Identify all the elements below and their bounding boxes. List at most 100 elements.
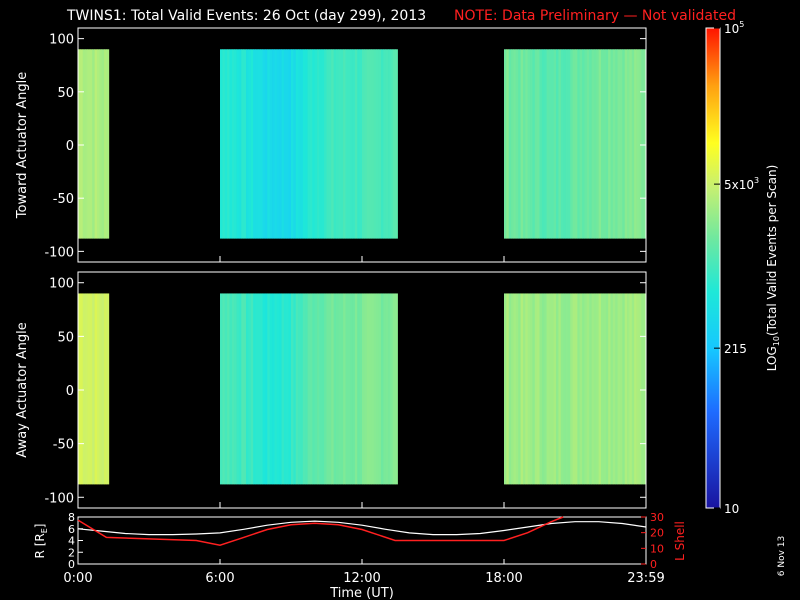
heatmap-cell	[520, 293, 524, 485]
heatmap-cell	[331, 293, 334, 485]
heatmap-cell	[395, 293, 398, 485]
heatmap-cell	[638, 293, 642, 485]
heatmap-cell	[220, 49, 223, 239]
heatmap-cell	[347, 49, 351, 239]
y2-tick-label: 20	[650, 527, 664, 540]
toward-y-axis: 100 50 0 -50 -100	[44, 33, 647, 262]
heatmap-cell	[224, 293, 228, 485]
heatmap-cell	[99, 49, 103, 239]
heatmap-cell	[227, 293, 230, 485]
heatmap-cell	[615, 293, 618, 485]
colorbar-tick-label: 215	[724, 342, 747, 356]
heatmap-cell	[104, 49, 107, 239]
heatmap-cell	[291, 293, 294, 485]
heatmap-cell	[541, 49, 545, 239]
heatmap-cell	[615, 49, 618, 239]
x-tick-label: 12:00	[343, 571, 380, 586]
heatmap-cell	[286, 49, 290, 239]
heatmap-cell	[506, 49, 510, 239]
heatmap-cell	[565, 293, 569, 485]
heatmap-cell	[274, 49, 278, 239]
heatmap-cell	[567, 293, 571, 485]
heatmap-cell	[577, 49, 581, 239]
heatmap-cell	[359, 49, 363, 239]
away-y-axis: 100 50 0 -50 -100	[44, 277, 647, 508]
heatmap-cell	[575, 293, 578, 485]
heatmap-cell	[300, 293, 304, 485]
heatmap-cell	[276, 293, 280, 485]
heatmap-cell	[520, 49, 524, 239]
heatmap-cell	[634, 293, 637, 485]
heatmap-cell	[506, 293, 510, 485]
orbit-y-axis-label: R [RE]	[33, 524, 49, 559]
heatmap-cell	[591, 293, 595, 485]
heatmap-cell	[345, 49, 349, 239]
heatmap-cell	[302, 49, 306, 239]
heatmap-cell	[504, 49, 507, 239]
heatmap-cell	[283, 49, 287, 239]
colorbar-label-main: LOG	[765, 346, 779, 371]
heatmap-cell	[522, 293, 526, 485]
heatmap-cell	[636, 49, 640, 239]
heatmap-cell	[532, 49, 536, 239]
heatmap-cell	[295, 293, 299, 485]
heatmap-cell	[530, 49, 533, 239]
heatmap-cell	[544, 49, 547, 239]
heatmap-cell	[636, 293, 640, 485]
heatmap-cell	[255, 49, 259, 239]
heatmap-cell	[598, 49, 602, 239]
heatmap-cell	[392, 49, 396, 239]
heatmap-cell	[220, 293, 223, 485]
heatmap-cell	[279, 293, 282, 485]
heatmap-cell	[238, 49, 242, 239]
heatmap-cell	[627, 49, 630, 239]
y-tick-label: 100	[49, 33, 74, 48]
heatmap-cell	[85, 293, 88, 485]
heatmap-cell	[638, 49, 642, 239]
heatmap-cell	[508, 49, 512, 239]
heatmap-cell	[267, 49, 271, 239]
y-tick-label: -50	[53, 438, 74, 453]
heatmap-cell	[362, 49, 365, 239]
heatmap-cell	[612, 49, 616, 239]
y2-tick-label: 30	[650, 511, 664, 524]
heatmap-cell	[603, 49, 607, 239]
heatmap-cell	[608, 49, 611, 239]
y-tick-label: 0	[68, 558, 75, 571]
heatmap-cell	[385, 49, 389, 239]
y-tick-label: 100	[49, 277, 74, 292]
heatmap-cell	[527, 293, 531, 485]
heatmap-cell	[567, 49, 571, 239]
heatmap-cell	[328, 293, 332, 485]
heatmap-cell	[548, 293, 552, 485]
heatmap-cell	[570, 293, 574, 485]
heatmap-cell	[371, 49, 375, 239]
heatmap-cell	[272, 49, 275, 239]
y-tick-label: -100	[44, 245, 74, 260]
heatmap-cell	[643, 49, 647, 239]
colorbar-tick-exponent: 3	[754, 176, 759, 185]
orbit-y2-axis: 0 10 20 30	[641, 511, 664, 571]
heatmap-cell	[541, 293, 545, 485]
heatmap-cell	[622, 49, 626, 239]
colorbar-label: LOG10(Total Valid Events per Scan)	[765, 165, 781, 372]
heatmap-cell	[326, 293, 330, 485]
heatmap-cell	[101, 293, 105, 485]
heatmap-cell	[357, 293, 361, 485]
heatmap-cell	[364, 49, 368, 239]
heatmap-cell	[617, 49, 621, 239]
heatmap-cell	[333, 49, 337, 239]
heatmap-cell	[589, 49, 592, 239]
heatmap-cell	[350, 49, 353, 239]
heatmap-cell	[643, 293, 647, 485]
heatmap-cell	[539, 49, 543, 239]
heatmap-cell	[627, 293, 630, 485]
heatmap-cell	[546, 49, 550, 239]
heatmap-cell	[373, 49, 377, 239]
heatmap-cell	[558, 49, 562, 239]
heatmap-cell	[288, 293, 292, 485]
heatmap-cell	[546, 293, 550, 485]
colorbar-tick-label: 5x103	[724, 176, 759, 192]
heatmap-cell	[314, 293, 318, 485]
heatmap-cell	[281, 293, 285, 485]
